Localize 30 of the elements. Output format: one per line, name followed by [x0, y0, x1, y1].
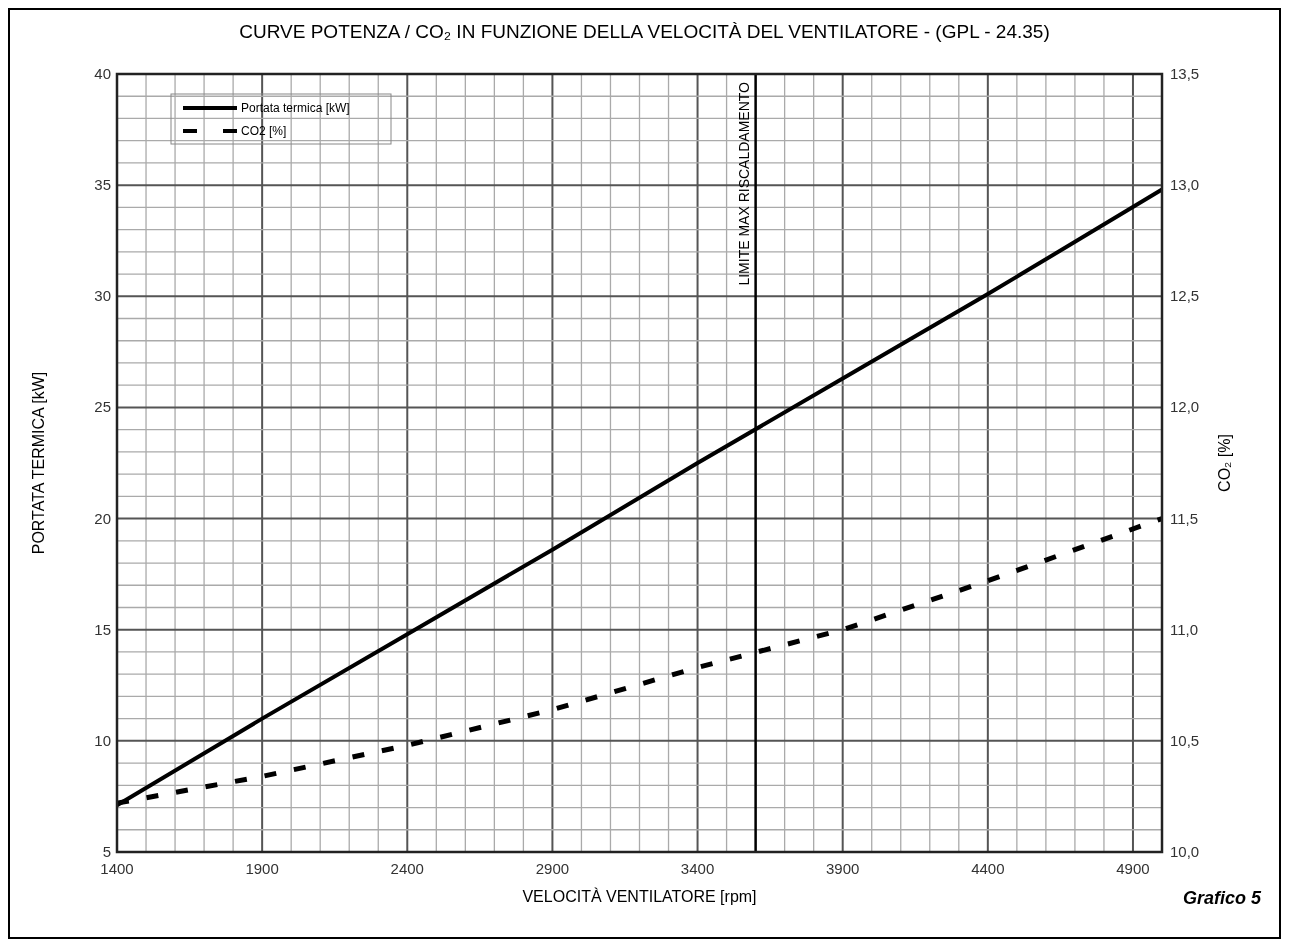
x-tick-label: 4900 [1116, 860, 1150, 877]
y2-axis-title: CO₂ [%] [1216, 434, 1233, 492]
y-tick-label: 5 [102, 843, 111, 860]
y-tick-label: 30 [94, 287, 111, 305]
y-tick-label: 25 [94, 398, 111, 416]
y2-tick-label: 12,0 [1170, 398, 1200, 416]
text: Grafico 5 [1182, 888, 1262, 908]
y-tick-label: 20 [94, 509, 111, 527]
x-axis-title: VELOCITÀ VENTILATORE [rpm] [522, 887, 757, 905]
ref-line-label: LIMITE MAX RISCALDAMENTO [735, 81, 752, 286]
y-tick-label: 40 [94, 65, 111, 82]
y2-tick-label: 11,5 [1170, 509, 1199, 527]
y-tick-label: 15 [94, 620, 111, 638]
x-tick-label: 2900 [535, 860, 570, 877]
x-tick-label: 1900 [245, 860, 279, 877]
x-tick-label: 1400 [100, 860, 134, 877]
chart-title: CURVE POTENZA / CO₂ IN FUNZIONE DELLA VELOCITÀ DEL VENTILATORE - (GPL - 24.35) [239, 21, 1050, 42]
y2-tick-label: 12,5 [1170, 287, 1200, 305]
y2-tick-label: 10,0 [1170, 843, 1200, 860]
x-tick-label: 4400 [971, 860, 1005, 877]
y-tick-label: 10 [94, 731, 111, 749]
x-tick-label: 2400 [390, 860, 424, 877]
x-tick-label: 3400 [680, 860, 715, 877]
y2-tick-label: 13,5 [1170, 65, 1200, 82]
x-tick-label: 3900 [826, 860, 860, 877]
y2-tick-label: 13,0 [1170, 176, 1200, 194]
y-tick-label: 35 [94, 176, 111, 194]
y2-tick-label: 10,5 [1170, 731, 1200, 749]
y2-tick-label: 11,0 [1170, 620, 1199, 638]
y-axis-title: PORTATA TERMICA [kW] [30, 371, 47, 555]
